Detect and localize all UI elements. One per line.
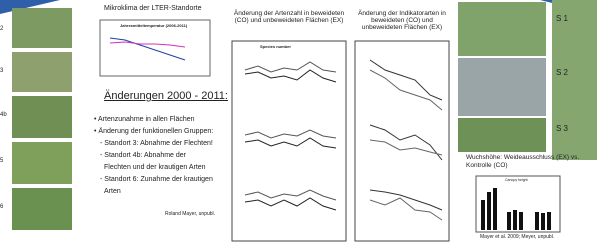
photo	[12, 142, 72, 184]
photo	[552, 0, 597, 160]
bar	[487, 192, 491, 230]
photo	[12, 52, 72, 92]
bullet: • Artenzunahme in allen Flächen	[94, 114, 213, 126]
chart-frame	[100, 20, 210, 76]
bar	[541, 213, 545, 230]
source: Roland Mayer, unpubl.	[165, 211, 215, 217]
site-label: 6	[0, 204, 3, 210]
sub-item: - Standort 4b: Abnahme der	[100, 150, 213, 162]
bar	[519, 212, 523, 230]
bar	[513, 210, 517, 230]
site-label: 3	[0, 68, 3, 74]
chart-title: Jahresmitteltemperatur (2006-2011)	[120, 23, 187, 28]
sub-items: - Standort 3: Abnahme der Flechten! - St…	[94, 138, 213, 198]
heading: Änderungen 2000 - 2011:	[104, 90, 228, 102]
site-label: S 3	[556, 124, 568, 133]
panel	[355, 41, 449, 241]
chart-title: Canopy height	[505, 178, 528, 182]
bar	[547, 212, 551, 230]
caption: Wuchshöhe: Weideausschluss (EX) vs. Kont…	[466, 154, 596, 170]
poster: 2 3 4b 5 6 Mikroklima der LTER-Standorte…	[0, 0, 597, 242]
photo	[12, 96, 72, 138]
photo	[458, 58, 546, 116]
panel-title: Änderung der Artenzahl in beweideten (CO…	[230, 10, 348, 24]
site-label: 5	[0, 158, 3, 164]
bar	[493, 188, 497, 230]
decor	[0, 0, 597, 242]
sub-item: Arten	[100, 186, 213, 198]
sub-item: - Standort 6: Zunahme der krautigen	[100, 174, 213, 186]
photo	[458, 118, 546, 152]
source: Mayer et al. 2009; Meyer, unpubl.	[480, 234, 554, 240]
site-label: S 2	[556, 68, 568, 77]
title: Mikroklima der LTER-Standorte	[104, 5, 202, 12]
panel-title: Änderung der Indikatorarten in beweidete…	[353, 10, 451, 31]
photo	[12, 188, 72, 230]
chart-title: Species number	[260, 44, 291, 49]
photo	[458, 2, 546, 56]
sub-item: - Standort 3: Abnahme der Flechten!	[100, 138, 213, 150]
sub-item: Flechten und der krautigen Arten	[100, 162, 213, 174]
photo	[12, 8, 72, 48]
bar	[535, 212, 539, 230]
bullet-list: • Artenzunahme in allen Flächen • Änderu…	[94, 114, 213, 198]
bar	[507, 212, 511, 230]
bar	[481, 200, 485, 230]
site-label: 4b	[0, 112, 7, 118]
site-label: 2	[0, 26, 3, 32]
site-label: S 1	[556, 14, 568, 23]
bullet: • Änderung der funktionellen Gruppen:	[94, 126, 213, 138]
